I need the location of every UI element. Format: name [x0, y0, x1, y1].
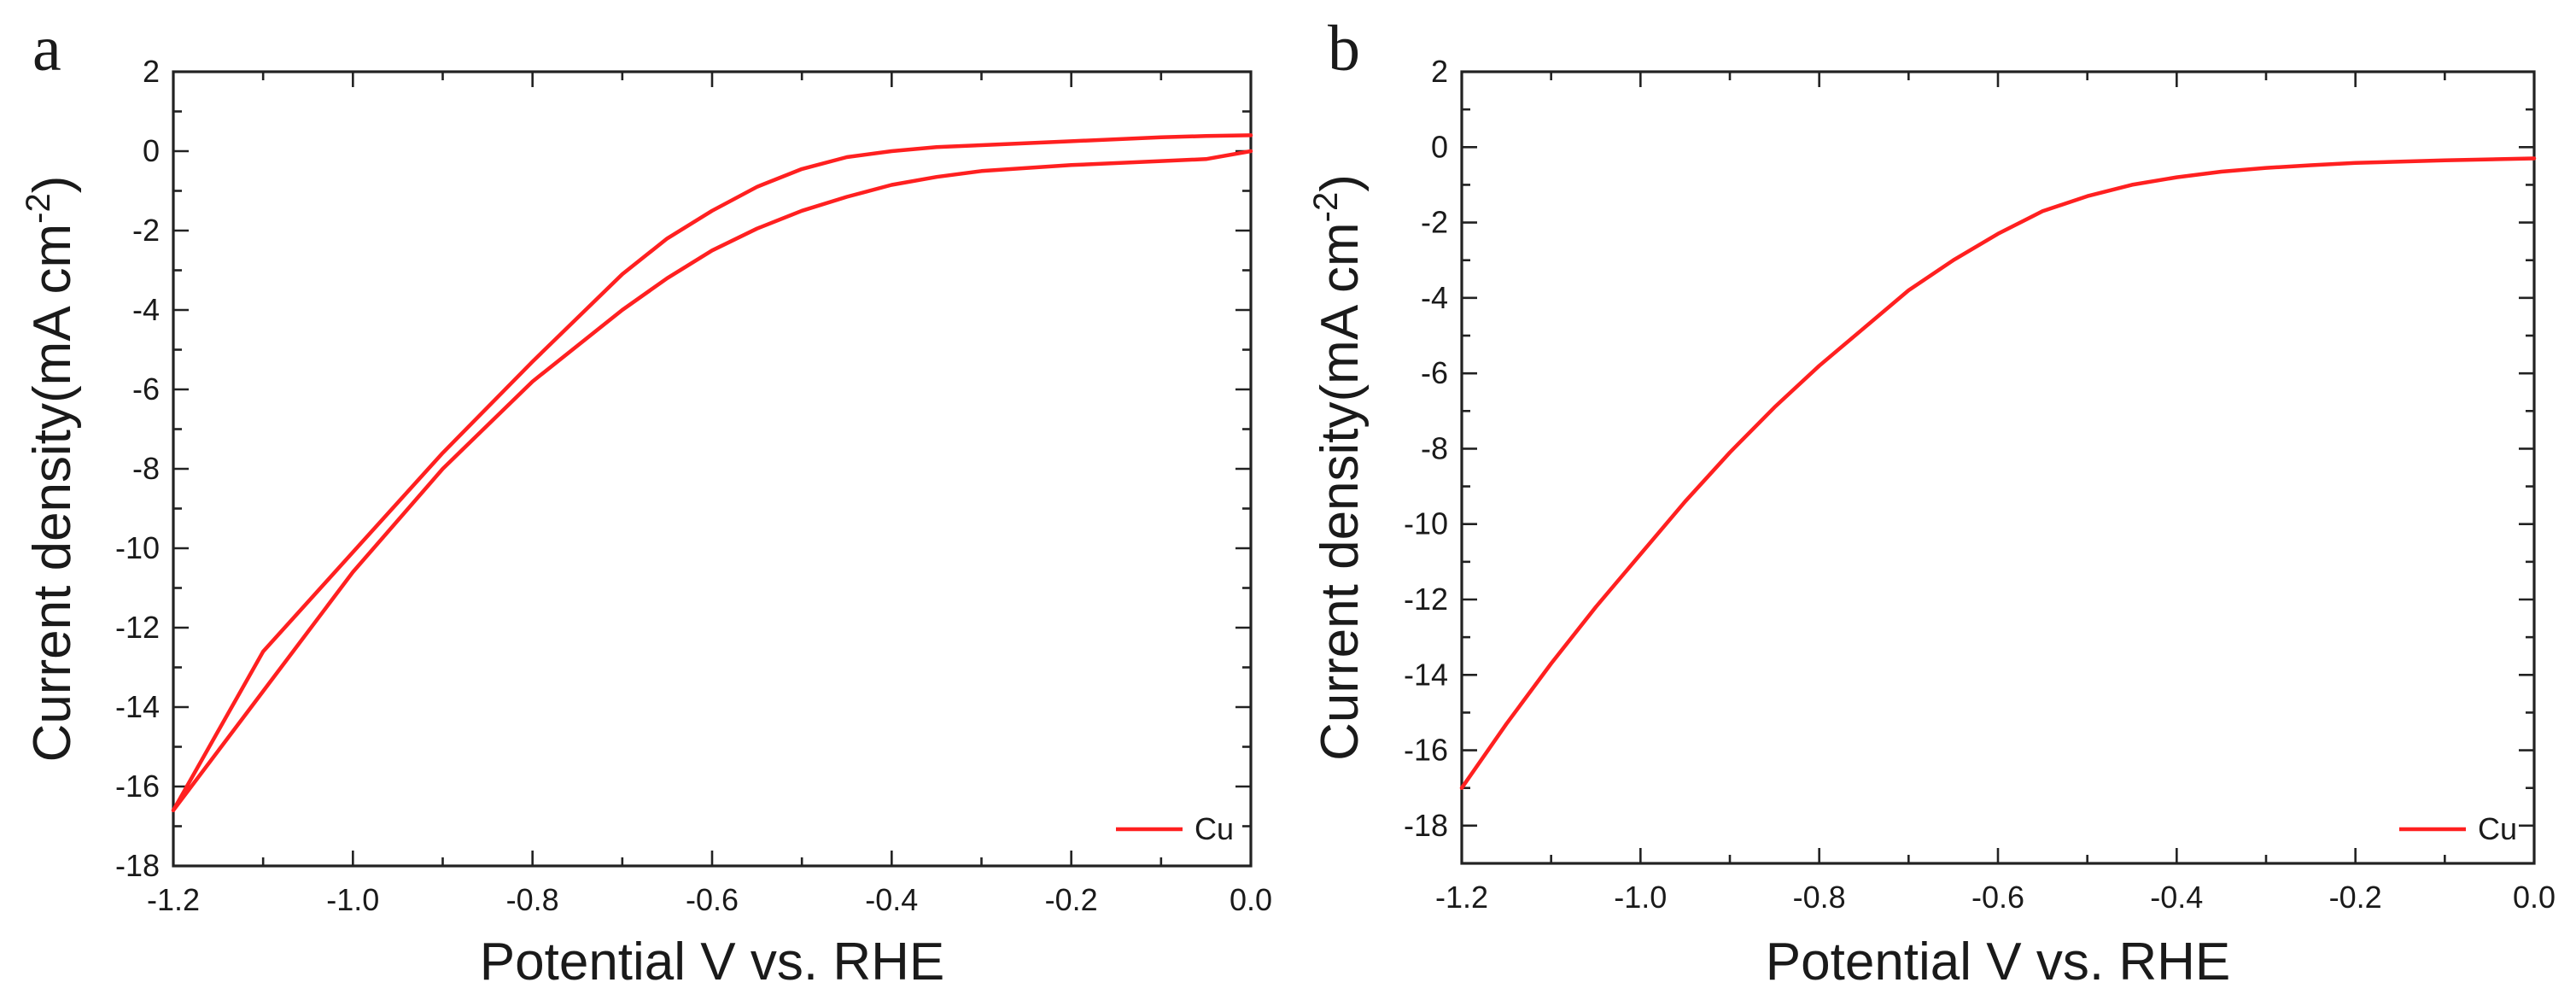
series-line-cu	[1459, 156, 2537, 790]
chart-panel-a: a -1.2 -1.0 -0.8 -0.6 -0.4 -0.2 0.0 2 0 -2 -4 -6 -8 -1…	[20, 13, 1272, 991]
y-tick-label: -4	[132, 292, 160, 327]
y-tick-label: 2	[143, 54, 160, 89]
y-axis-title: Current density(mA cm-2)	[1307, 174, 1370, 761]
x-tick-label: -1.2	[1435, 880, 1488, 915]
series-line-cu	[171, 133, 1253, 813]
x-axis-title: Potential V vs. RHE	[480, 933, 944, 991]
x-tick-label: -1.2	[147, 882, 200, 917]
y-tick-label: -2	[132, 213, 160, 248]
y-tick-label: -10	[115, 530, 160, 565]
y-tick-label: 2	[1431, 54, 1448, 89]
y-axis-title-close: )	[1311, 174, 1370, 192]
y-axis-title-superscript: -2	[20, 193, 57, 224]
y-tick-label: -16	[115, 769, 160, 804]
y-tick-label: -12	[1404, 582, 1448, 617]
legend-label: Cu	[1195, 811, 1234, 846]
x-tick-label: -0.8	[1793, 880, 1846, 915]
y-tick-label: 0	[143, 133, 160, 168]
x-tick-label: 0.0	[1230, 882, 1272, 917]
x-tick-label: -0.8	[506, 882, 559, 917]
y-axis-title-main: Current density(mA cm	[23, 224, 82, 763]
y-tick-label: -8	[132, 451, 160, 486]
y-tick-label: 0	[1431, 129, 1448, 164]
legend-label: Cu	[2478, 811, 2517, 846]
plot-frame	[1460, 70, 2536, 865]
y-tick-label: -6	[1421, 355, 1448, 390]
x-tick-label: -0.6	[686, 882, 739, 917]
y-tick-label: -10	[1404, 506, 1448, 541]
x-tick-label: -1.0	[1614, 880, 1667, 915]
y-axis-title-superscript: -2	[1307, 192, 1345, 223]
x-tick-label: -1.0	[326, 882, 379, 917]
x-tick-label: -0.2	[1045, 882, 1098, 917]
x-tick-label: 0.0	[2513, 880, 2556, 915]
panel-label: b	[1328, 13, 1360, 85]
x-tick-label: -0.2	[2329, 880, 2382, 915]
x-tick-label: -0.4	[2150, 880, 2203, 915]
x-axis-title: Potential V vs. RHE	[1766, 933, 2230, 991]
y-tick-label: -14	[1404, 657, 1448, 692]
panel-label: a	[32, 13, 61, 85]
y-axis-title: Current density(mA cm-2)	[20, 176, 82, 763]
y-tick-label: -18	[1404, 808, 1448, 843]
y-tick-label: -18	[115, 848, 160, 883]
y-tick-label: -8	[1421, 430, 1448, 465]
y-tick-label: -4	[1421, 280, 1448, 315]
plot-frame	[172, 70, 1253, 868]
x-tick-label: -0.6	[1971, 880, 2024, 915]
y-axis-title-close: )	[23, 176, 82, 194]
y-tick-label: -16	[1404, 733, 1448, 768]
y-tick-label: -2	[1421, 205, 1448, 240]
chart-panel-b: b -1.2 -1.0 -0.8 -0.6 -0.4 -0.2 0.0 2 0 -2 -4 -6 -8 -1…	[1307, 13, 2556, 991]
y-tick-label: -14	[115, 689, 160, 724]
x-tick-label: -0.4	[865, 882, 918, 917]
y-tick-label: -12	[115, 610, 160, 645]
y-axis-title-main: Current density(mA cm	[1311, 222, 1370, 761]
y-tick-label: -6	[132, 371, 160, 406]
